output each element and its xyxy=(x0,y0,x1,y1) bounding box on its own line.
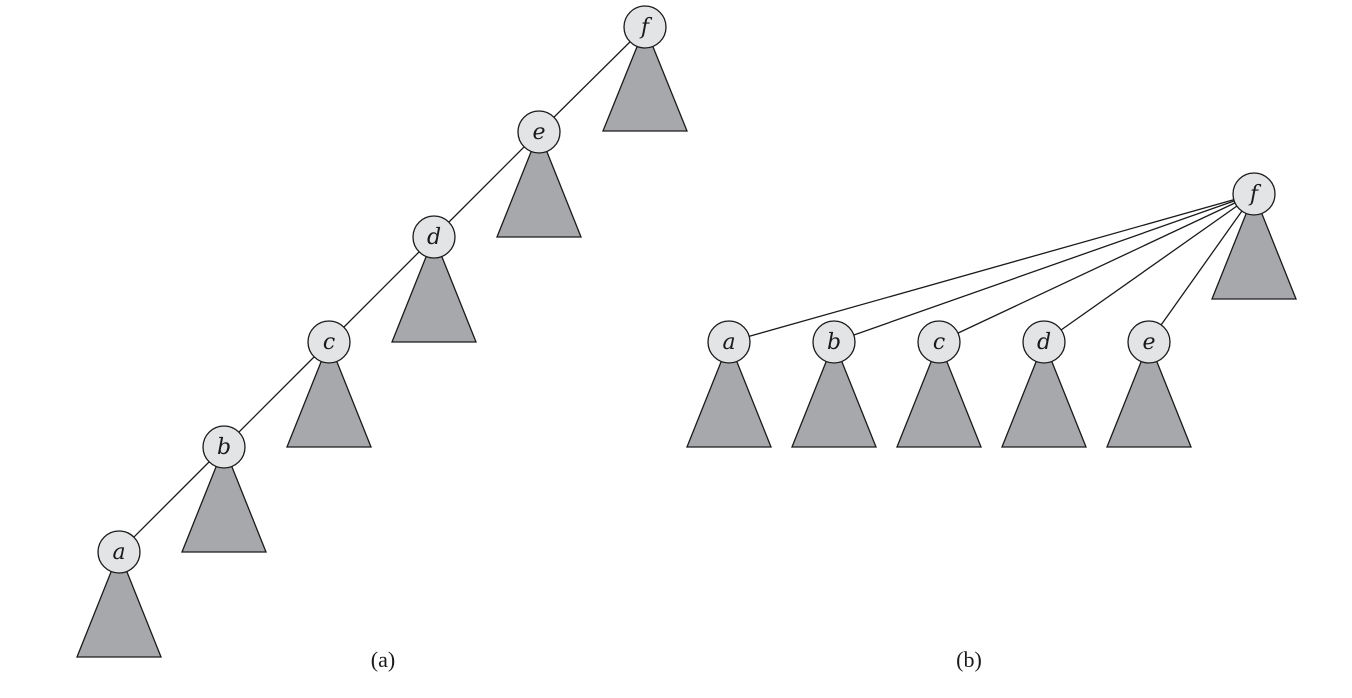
node-f: f xyxy=(1232,172,1276,216)
subtree-d xyxy=(391,235,477,343)
node-c: c xyxy=(917,320,961,364)
node-label: e xyxy=(1142,330,1155,355)
node-a: a xyxy=(707,320,751,364)
edge-c-b xyxy=(223,341,330,448)
node-label: e xyxy=(532,120,545,145)
node-b: b xyxy=(812,320,856,364)
edge-f-a xyxy=(728,193,1255,343)
node-label: a xyxy=(722,330,735,355)
subtree-a xyxy=(76,550,162,658)
subtree-a xyxy=(686,340,772,448)
diagram-a: f e d c b a (a) xyxy=(76,5,688,672)
subtree-b xyxy=(791,340,877,448)
node-b: b xyxy=(202,425,246,469)
subtree-e xyxy=(496,130,582,238)
edge-f-e xyxy=(538,26,646,133)
node-d: d xyxy=(1022,320,1066,364)
subtree-c xyxy=(896,340,982,448)
subtree-e xyxy=(1106,340,1192,448)
subtree-d xyxy=(1001,340,1087,448)
node-d: d xyxy=(412,215,456,259)
caption-b: (b) xyxy=(956,647,982,672)
subtree-c xyxy=(286,340,372,448)
edge-f-c xyxy=(938,193,1255,343)
edge-b-a xyxy=(118,446,225,553)
subtree-b xyxy=(181,445,267,553)
caption-a: (a) xyxy=(371,647,395,672)
node-label: d xyxy=(427,225,441,250)
node-label: b xyxy=(217,435,231,460)
node-label: c xyxy=(933,330,945,355)
edge-f-d xyxy=(1043,193,1255,343)
subtree-f xyxy=(1211,192,1297,300)
node-label: d xyxy=(1037,330,1051,355)
edge-e-d xyxy=(433,131,540,238)
edge-f-e xyxy=(1148,193,1255,343)
subtree-f xyxy=(602,25,688,132)
edge-d-c xyxy=(328,236,435,343)
diagram-b: f a b c d e (b) xyxy=(686,172,1297,672)
node-c: c xyxy=(307,320,351,364)
edge-f-b xyxy=(833,193,1255,343)
node-e: e xyxy=(1127,320,1171,364)
node-label: a xyxy=(112,540,125,565)
node-e: e xyxy=(517,110,561,154)
node-label: b xyxy=(827,330,841,355)
node-label: c xyxy=(323,330,335,355)
node-a: a xyxy=(97,530,141,574)
node-f: f xyxy=(623,5,667,49)
